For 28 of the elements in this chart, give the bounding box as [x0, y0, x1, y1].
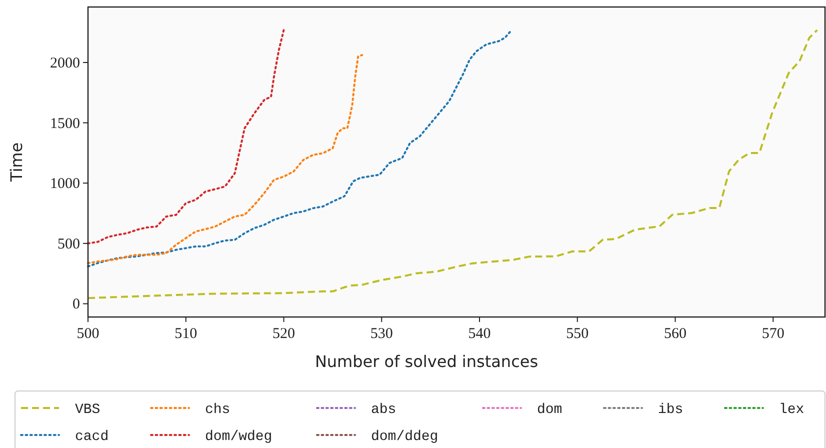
y-tick-label: 2000: [50, 55, 80, 72]
legend-label: dom: [537, 402, 562, 418]
x-tick-label: 510: [174, 326, 198, 342]
line-series: [87, 31, 511, 268]
legend-label: cacd: [75, 429, 109, 445]
legend-label: abs: [371, 402, 396, 418]
legend-label: dom/wdeg: [205, 429, 272, 445]
x-tick-label: 570: [762, 326, 784, 342]
y-axis-title: Time: [7, 142, 26, 183]
x-axis-title: Number of solved instances: [314, 352, 538, 371]
x-tick-label: 560: [664, 326, 686, 342]
legend-label: chs: [205, 402, 230, 418]
legend-label: ibs: [658, 402, 684, 418]
y-tick-label: 500: [58, 236, 80, 252]
y-tick-label: 1500: [50, 116, 80, 132]
y-tick-label: 0: [72, 296, 80, 313]
legend-label: dom/ddeg: [371, 429, 438, 445]
y-tick-label: 1000: [50, 176, 80, 192]
legend-label: VBS: [75, 402, 100, 418]
x-tick-label: 540: [468, 326, 491, 342]
x-tick-label: 530: [370, 326, 393, 342]
x-tick-label: 520: [272, 326, 295, 342]
line-series: [87, 29, 285, 244]
line-series: [87, 29, 818, 300]
legend-label: lex: [779, 402, 804, 418]
x-tick-label: 500: [76, 326, 100, 342]
line-series: [87, 54, 364, 264]
x-tick-label: 550: [566, 326, 589, 342]
